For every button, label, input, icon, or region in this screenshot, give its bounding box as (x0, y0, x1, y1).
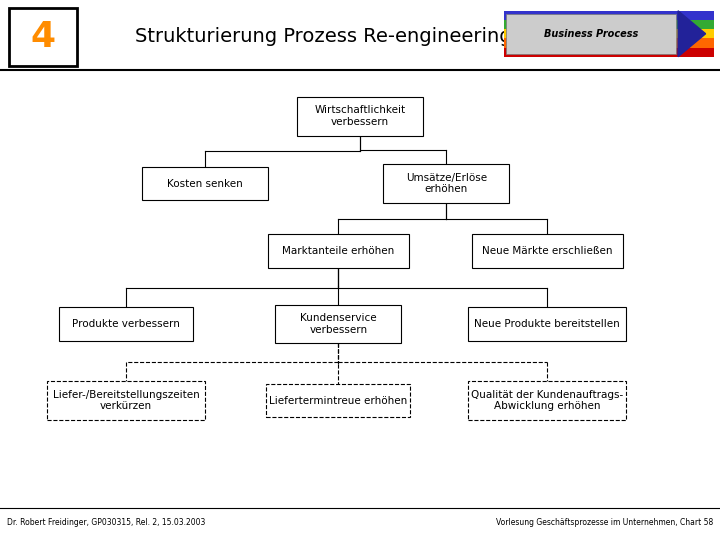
Text: Marktanteile erhöhen: Marktanteile erhöhen (282, 246, 395, 256)
Text: Dr. Robert Freidinger, GP030315, Rel. 2, 15.03.2003: Dr. Robert Freidinger, GP030315, Rel. 2,… (7, 518, 206, 527)
FancyBboxPatch shape (9, 8, 77, 66)
Text: Strukturierung Prozess Re-engineering – Teil 1: Strukturierung Prozess Re-engineering – … (135, 27, 585, 46)
Text: Neue Märkte erschließen: Neue Märkte erschließen (482, 246, 613, 256)
Bar (504, 20, 714, 29)
FancyBboxPatch shape (47, 381, 205, 420)
Text: Liefer-/Bereitstellungszeiten
verkürzen: Liefer-/Bereitstellungszeiten verkürzen (53, 390, 199, 411)
FancyBboxPatch shape (297, 97, 423, 136)
Bar (504, 11, 714, 20)
FancyBboxPatch shape (266, 384, 410, 417)
Text: Liefertermintreue erhöhen: Liefertermintreue erhöhen (269, 396, 408, 406)
Bar (504, 48, 714, 57)
Text: Wirtschaftlichkeit
verbessern: Wirtschaftlichkeit verbessern (315, 105, 405, 127)
FancyBboxPatch shape (383, 164, 510, 203)
Bar (504, 29, 714, 38)
Polygon shape (678, 11, 706, 57)
FancyBboxPatch shape (468, 307, 626, 341)
Text: Kosten senken: Kosten senken (167, 179, 243, 188)
Text: Produkte verbessern: Produkte verbessern (72, 319, 180, 329)
Text: Vorlesung Geschäftsprozesse im Unternehmen, Chart 58: Vorlesung Geschäftsprozesse im Unternehm… (495, 518, 713, 527)
FancyBboxPatch shape (468, 381, 626, 420)
FancyBboxPatch shape (142, 167, 268, 200)
FancyBboxPatch shape (472, 234, 623, 268)
Text: Neue Produkte bereitstellen: Neue Produkte bereitstellen (474, 319, 620, 329)
Text: Business Process: Business Process (544, 29, 638, 39)
FancyBboxPatch shape (275, 305, 401, 343)
FancyBboxPatch shape (59, 307, 192, 341)
FancyBboxPatch shape (506, 14, 676, 54)
Text: Kundenservice
verbessern: Kundenservice verbessern (300, 313, 377, 335)
FancyBboxPatch shape (268, 234, 408, 268)
Text: 4: 4 (31, 20, 55, 53)
Text: Umsätze/Erlöse
erhöhen: Umsätze/Erlöse erhöhen (406, 173, 487, 194)
Bar (504, 38, 714, 48)
Text: Qualität der Kundenauftrags-
Abwicklung erhöhen: Qualität der Kundenauftrags- Abwicklung … (471, 390, 624, 411)
